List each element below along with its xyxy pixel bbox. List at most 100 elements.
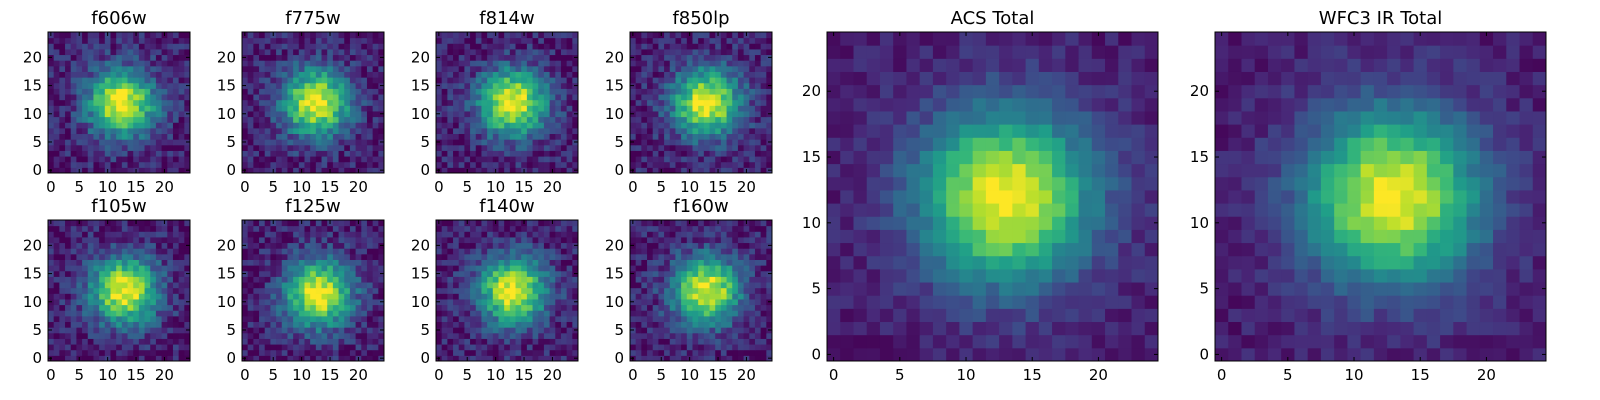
heatmap-cell bbox=[566, 293, 573, 300]
heatmap-cell bbox=[481, 315, 488, 323]
heatmap-cell bbox=[355, 105, 362, 112]
heatmap-cell bbox=[287, 349, 294, 356]
heatmap-cell bbox=[127, 105, 134, 112]
heatmap-cell bbox=[487, 315, 494, 323]
heatmap-cell bbox=[641, 332, 648, 339]
heatmap-cell bbox=[264, 122, 271, 129]
heatmap-cell bbox=[304, 60, 311, 67]
heatmap-cell bbox=[287, 48, 294, 56]
heatmap-cell bbox=[549, 287, 556, 294]
heatmap-cell bbox=[321, 332, 328, 339]
heatmap-cell bbox=[532, 265, 539, 272]
heatmap-cell bbox=[327, 231, 334, 238]
heatmap-cell bbox=[749, 127, 756, 135]
heatmap-cell bbox=[760, 94, 767, 101]
heatmap-cell bbox=[355, 65, 362, 72]
heatmap-cell bbox=[287, 259, 294, 266]
heatmap-cell bbox=[487, 156, 494, 163]
heatmap-cell bbox=[264, 150, 271, 157]
heatmap-cell bbox=[349, 236, 357, 244]
heatmap-cell bbox=[658, 276, 665, 283]
heatmap-cell bbox=[470, 321, 477, 328]
heatmap-cell bbox=[310, 77, 317, 84]
heatmap-cell bbox=[372, 220, 379, 227]
heatmap-cell bbox=[698, 167, 705, 174]
heatmap-cell bbox=[447, 37, 454, 44]
heatmap-cell bbox=[538, 276, 545, 283]
heatmap-cell bbox=[681, 156, 688, 163]
heatmap-cell bbox=[754, 71, 762, 78]
heatmap-cell bbox=[310, 231, 317, 238]
heatmap-cell bbox=[647, 327, 654, 334]
heatmap-cell bbox=[692, 338, 699, 345]
heatmap-cell bbox=[276, 327, 283, 334]
heatmap-cell bbox=[327, 349, 334, 356]
heatmap-cell bbox=[99, 43, 106, 50]
heatmap-cell bbox=[264, 139, 271, 146]
heatmap-cell bbox=[515, 139, 522, 146]
heatmap-cell bbox=[475, 236, 482, 244]
heatmap-cell bbox=[93, 265, 100, 272]
heatmap-cell bbox=[304, 43, 311, 50]
heatmap-cell bbox=[161, 48, 168, 56]
heatmap-cell bbox=[737, 127, 745, 135]
heatmap-cell bbox=[515, 60, 522, 67]
heatmap-cell bbox=[647, 88, 654, 95]
heatmap-cell bbox=[515, 298, 522, 306]
heatmap-cell bbox=[366, 110, 374, 118]
heatmap-cell bbox=[304, 88, 311, 95]
heatmap-cell bbox=[53, 110, 60, 118]
heatmap-cell bbox=[481, 48, 488, 56]
heatmap-cell bbox=[53, 265, 60, 272]
heatmap-cell bbox=[259, 259, 266, 266]
heatmap-cell bbox=[532, 338, 539, 345]
heatmap-cell bbox=[87, 220, 94, 227]
heatmap-cell bbox=[70, 327, 77, 334]
heatmap-cell bbox=[492, 338, 499, 345]
heatmap-cell bbox=[447, 139, 454, 146]
heatmap-cell bbox=[664, 293, 671, 300]
heatmap-cell bbox=[138, 321, 146, 328]
heatmap-cell bbox=[87, 88, 94, 95]
heatmap-cell bbox=[754, 54, 762, 61]
heatmap-cell bbox=[172, 71, 180, 78]
heatmap-cell bbox=[498, 225, 505, 232]
heatmap-cell bbox=[93, 32, 100, 39]
heatmap-cell bbox=[441, 236, 448, 244]
heatmap-cell bbox=[310, 161, 317, 168]
heatmap-cell bbox=[566, 276, 573, 283]
heatmap-cell bbox=[669, 270, 676, 277]
heatmap-cell bbox=[475, 349, 482, 356]
heatmap-cell bbox=[681, 150, 688, 157]
heatmap-cell bbox=[65, 105, 72, 112]
heatmap-cell bbox=[155, 242, 163, 249]
heatmap-cell bbox=[172, 220, 180, 227]
heatmap-cell bbox=[184, 65, 191, 72]
heatmap-cell bbox=[481, 242, 488, 249]
heatmap-cell bbox=[172, 37, 180, 44]
heatmap-cell bbox=[53, 332, 60, 339]
heatmap-cell bbox=[481, 116, 488, 123]
heatmap-cell bbox=[361, 332, 368, 339]
heatmap-cell bbox=[521, 139, 528, 146]
heatmap-cell bbox=[692, 88, 699, 95]
heatmap-cell bbox=[338, 231, 345, 238]
heatmap-cell bbox=[526, 231, 534, 238]
heatmap-cell bbox=[332, 105, 340, 112]
heatmap-cell bbox=[287, 248, 294, 255]
heatmap-cell bbox=[760, 349, 767, 356]
heatmap-cell bbox=[264, 344, 271, 351]
heatmap-cell bbox=[737, 94, 745, 101]
heatmap-cell bbox=[698, 60, 705, 67]
heatmap-cell bbox=[737, 110, 745, 118]
heatmap-cell bbox=[692, 293, 699, 300]
heatmap-cell bbox=[93, 310, 100, 317]
heatmap-cell bbox=[178, 116, 185, 123]
heatmap-cell bbox=[504, 37, 511, 44]
heatmap-cell bbox=[378, 310, 385, 317]
heatmap-cell bbox=[104, 282, 111, 289]
heatmap-cell bbox=[361, 99, 368, 106]
heatmap-cell bbox=[133, 231, 140, 238]
heatmap-cell bbox=[560, 167, 568, 174]
heatmap-cell bbox=[53, 54, 60, 61]
